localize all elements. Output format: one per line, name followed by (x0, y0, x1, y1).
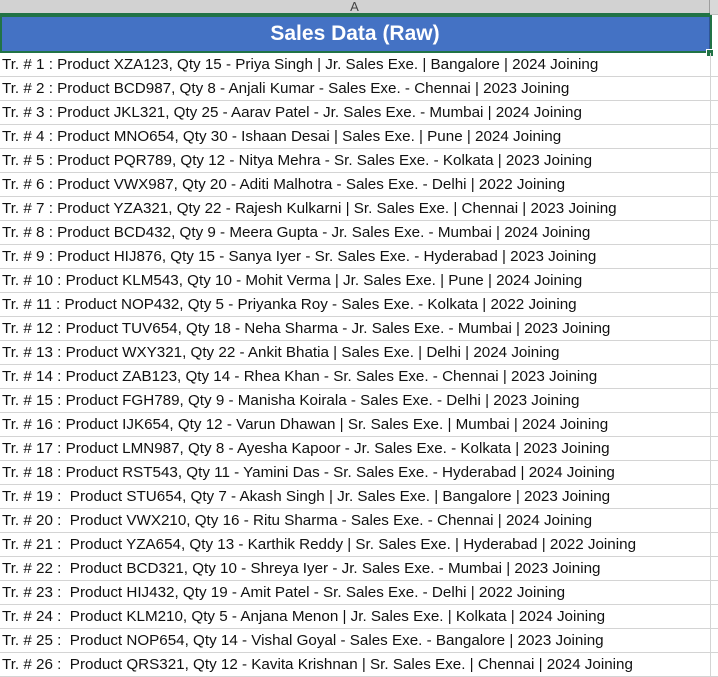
data-cell-row-20[interactable]: Tr. # 20 : Product VWX210, Qty 16 - Ritu… (0, 509, 718, 533)
data-cell-row-7[interactable]: Tr. # 7 : Product YZA321, Qty 22 - Rajes… (0, 197, 718, 221)
data-cell-row-21[interactable]: Tr. # 21 : Product YZA654, Qty 13 - Kart… (0, 533, 718, 557)
data-cell-row-26[interactable]: Tr. # 26 : Product QRS321, Qty 12 - Kavi… (0, 653, 718, 677)
data-cell-row-12[interactable]: Tr. # 12 : Product TUV654, Qty 18 - Neha… (0, 317, 718, 341)
data-cell-row-25[interactable]: Tr. # 25 : Product NOP654, Qty 14 - Vish… (0, 629, 718, 653)
data-cell-row-13[interactable]: Tr. # 13 : Product WXY321, Qty 22 - Anki… (0, 341, 718, 365)
column-header-a[interactable]: A (0, 0, 710, 15)
data-cell-row-5[interactable]: Tr. # 5 : Product PQR789, Qty 12 - Nitya… (0, 149, 718, 173)
data-cell-row-4[interactable]: Tr. # 4 : Product MNO654, Qty 30 - Ishaa… (0, 125, 718, 149)
sheet-title-cell[interactable]: Sales Data (Raw) (0, 16, 710, 52)
data-cell-row-9[interactable]: Tr. # 9 : Product HIJ876, Qty 15 - Sanya… (0, 245, 718, 269)
data-cell-row-19[interactable]: Tr. # 19 : Product STU654, Qty 7 - Akash… (0, 485, 718, 509)
data-cell-row-11[interactable]: Tr. # 11 : Product NOP432, Qty 5 - Priya… (0, 293, 718, 317)
data-cell-row-16[interactable]: Tr. # 16 : Product IJK654, Qty 12 - Varu… (0, 413, 718, 437)
data-cell-row-10[interactable]: Tr. # 10 : Product KLM543, Qty 10 - Mohi… (0, 269, 718, 293)
data-cell-row-22[interactable]: Tr. # 22 : Product BCD321, Qty 10 - Shre… (0, 557, 718, 581)
data-cell-row-15[interactable]: Tr. # 15 : Product FGH789, Qty 9 - Manis… (0, 389, 718, 413)
data-cell-row-24[interactable]: Tr. # 24 : Product KLM210, Qty 5 - Anjan… (0, 605, 718, 629)
column-selected-indicator (0, 13, 710, 15)
data-rows: Tr. # 1 : Product XZA123, Qty 15 - Priya… (0, 53, 718, 677)
data-cell-row-17[interactable]: Tr. # 17 : Product LMN987, Qty 8 - Ayesh… (0, 437, 718, 461)
data-cell-row-1[interactable]: Tr. # 1 : Product XZA123, Qty 15 - Priya… (0, 53, 718, 77)
data-cell-row-6[interactable]: Tr. # 6 : Product VWX987, Qty 20 - Aditi… (0, 173, 718, 197)
column-header-bar: A (0, 0, 718, 15)
data-cell-row-3[interactable]: Tr. # 3 : Product JKL321, Qty 25 - Aarav… (0, 101, 718, 125)
data-cell-row-8[interactable]: Tr. # 8 : Product BCD432, Qty 9 - Meera … (0, 221, 718, 245)
data-cell-row-2[interactable]: Tr. # 2 : Product BCD987, Qty 8 - Anjali… (0, 77, 718, 101)
data-cell-row-23[interactable]: Tr. # 23 : Product HIJ432, Qty 19 - Amit… (0, 581, 718, 605)
data-cell-row-14[interactable]: Tr. # 14 : Product ZAB123, Qty 14 - Rhea… (0, 365, 718, 389)
data-cell-row-18[interactable]: Tr. # 18 : Product RST543, Qty 11 - Yami… (0, 461, 718, 485)
